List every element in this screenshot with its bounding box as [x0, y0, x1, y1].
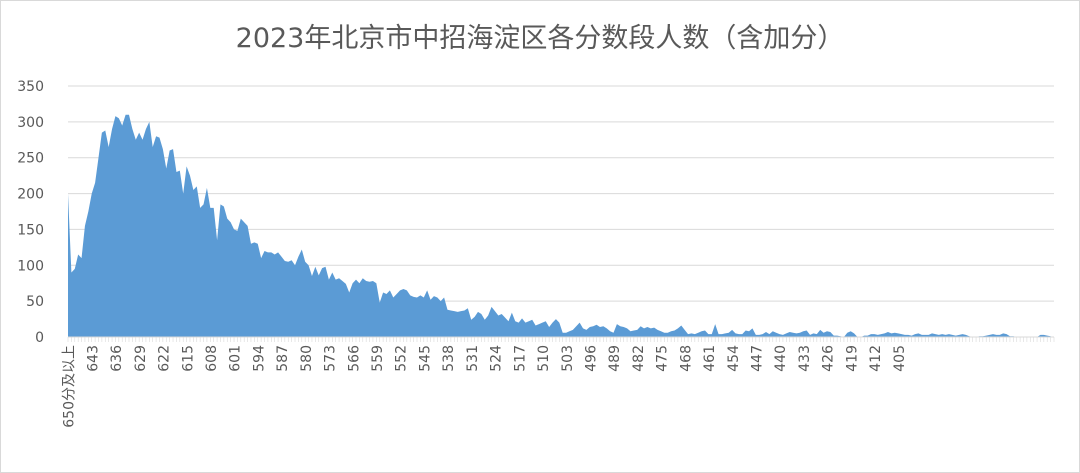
- x-tick-label: 524: [489, 345, 505, 372]
- x-tick-label: 650分及以上: [62, 345, 78, 428]
- x-tick-label: 412: [868, 345, 884, 372]
- x-tick-label: 622: [157, 345, 173, 372]
- y-tick-label: 300: [17, 115, 44, 131]
- x-tick-label: 587: [275, 345, 291, 372]
- x-tick-label: 440: [773, 345, 789, 372]
- x-tick-label: 517: [512, 345, 528, 372]
- y-tick-label: 200: [17, 187, 44, 203]
- x-tick-label: 510: [536, 345, 552, 372]
- chart-title: 2023年北京市中招海淀区各分数段人数（含加分）: [235, 23, 845, 54]
- x-tick-label: 447: [750, 345, 766, 372]
- x-tick-label: 489: [607, 345, 623, 372]
- x-tick-label: 615: [180, 345, 196, 372]
- area-fill: [68, 114, 1051, 337]
- x-tick-label: 594: [251, 345, 267, 372]
- x-tick-label: 461: [702, 345, 718, 372]
- y-tick-label: 350: [17, 79, 44, 95]
- x-tick-label: 636: [109, 345, 125, 372]
- y-tick-label: 50: [26, 294, 44, 310]
- x-tick-label: 608: [204, 345, 220, 372]
- x-tick-label: 468: [678, 345, 694, 372]
- x-tick-label: 433: [797, 345, 813, 372]
- x-tick-label: 566: [346, 345, 362, 372]
- y-tick-label: 150: [17, 222, 44, 238]
- x-tick-label: 454: [726, 345, 742, 372]
- x-tick-label: 545: [417, 345, 433, 372]
- x-tick-label: 643: [85, 345, 101, 372]
- y-tick-label: 100: [17, 258, 44, 274]
- y-axis: 0 50 100 150 200 250 300 350: [17, 79, 44, 346]
- x-tick-label: 580: [299, 345, 315, 372]
- x-tick-label: 629: [133, 345, 149, 372]
- x-tick-label: 552: [394, 345, 410, 372]
- x-tick-label: 426: [821, 345, 837, 372]
- x-tick-label: 475: [655, 345, 671, 372]
- x-tick-label: 573: [323, 345, 339, 372]
- x-tick-label: 496: [583, 345, 599, 372]
- x-tick-label: 405: [892, 345, 908, 372]
- y-tick-label: 250: [17, 151, 44, 167]
- x-tick-label: 559: [370, 345, 386, 372]
- x-tick-label: 531: [465, 345, 481, 372]
- x-tick-label: 482: [631, 345, 647, 372]
- x-tick-label: 419: [844, 345, 860, 372]
- x-tick-label: 601: [228, 345, 244, 372]
- x-tick-label: 503: [560, 345, 576, 372]
- area-series: [68, 114, 1051, 337]
- y-tick-label: 0: [35, 330, 44, 346]
- x-tick-label: 538: [441, 345, 457, 372]
- x-axis: 650分及以上 643 636 629 622 615 608 601 594 587 580 573…: [62, 336, 1055, 428]
